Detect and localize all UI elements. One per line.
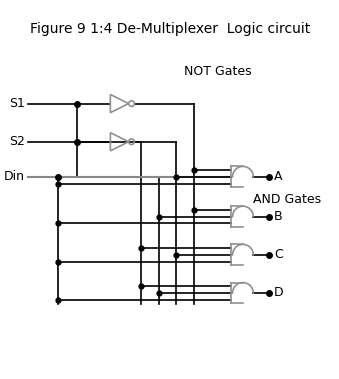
Text: Figure 9 1:4 De-Multiplexer  Logic circuit: Figure 9 1:4 De-Multiplexer Logic circui… bbox=[29, 22, 310, 36]
Text: S2: S2 bbox=[9, 135, 25, 148]
Text: NOT Gates: NOT Gates bbox=[184, 65, 251, 78]
Text: AND Gates: AND Gates bbox=[254, 193, 321, 205]
Text: C: C bbox=[274, 248, 283, 261]
Text: S1: S1 bbox=[9, 97, 25, 110]
Text: D: D bbox=[274, 287, 283, 299]
Text: A: A bbox=[274, 170, 282, 183]
Text: Din: Din bbox=[4, 170, 25, 183]
Text: B: B bbox=[274, 210, 283, 223]
